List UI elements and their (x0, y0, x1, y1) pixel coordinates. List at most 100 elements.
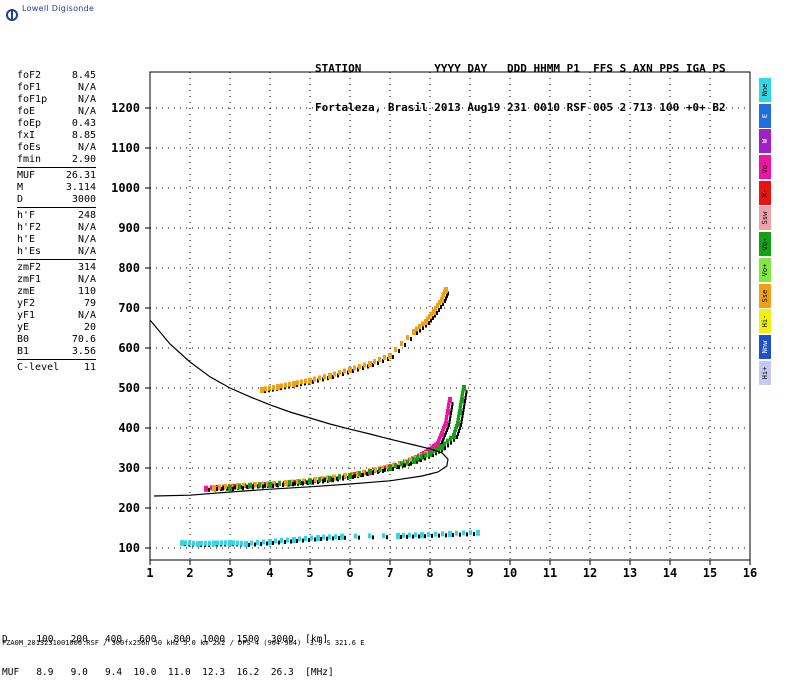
y-tick-label: 600 (118, 341, 140, 355)
echo-point-dark (460, 420, 463, 424)
echo-point (300, 379, 303, 385)
echo-point (250, 540, 253, 546)
echo-point (328, 373, 332, 379)
param-row: foF2 8.45 (0, 70, 100, 82)
echo-point (454, 427, 457, 432)
echo-point (292, 381, 296, 387)
echo-point-dark (442, 438, 444, 442)
y-tick-label: 200 (118, 501, 140, 515)
echo-point (276, 384, 280, 391)
echo-point-dark (442, 302, 444, 306)
legend-swatch: Sse (759, 283, 771, 308)
echo-point-dark (418, 534, 420, 539)
echo-point (378, 467, 381, 472)
echo-point (264, 386, 267, 392)
echo-trace (212, 451, 428, 491)
param-value: 314 (77, 262, 96, 273)
legend-swatch: Nne (759, 78, 771, 102)
echo-point-dark (354, 473, 356, 478)
echo-point (428, 451, 432, 457)
echo-point-dark (254, 542, 256, 547)
echo-point (358, 471, 361, 476)
echo-point (212, 540, 216, 547)
echo-point (268, 539, 272, 545)
echo-point-dark (264, 483, 266, 488)
echo-point (373, 359, 376, 364)
echo-point (437, 445, 440, 451)
param-value: 70.6 (71, 334, 96, 345)
echo-point-dark (342, 372, 344, 376)
param-value: 8.45 (71, 70, 96, 81)
echo-point-dark (456, 435, 458, 439)
x-tick-label: 16 (743, 566, 757, 580)
echo-point (228, 540, 232, 547)
echo-point-dark (272, 541, 274, 545)
param-row: C-level 11 (0, 362, 100, 374)
params-separator (0, 258, 100, 262)
echo-point-dark (445, 296, 447, 301)
x-tick-label: 3 (226, 566, 233, 580)
echo-point (313, 376, 316, 382)
echo-point (326, 475, 329, 481)
echo-point-dark (314, 537, 316, 542)
echo-point-dark (465, 393, 467, 397)
echo-point (322, 534, 325, 540)
echo-point (368, 361, 372, 367)
param-name: zmF2 (17, 262, 42, 273)
echo-point-dark (461, 417, 463, 421)
legend-swatch: Vo- (759, 232, 771, 257)
echo-point (394, 463, 397, 469)
echo-point-dark (432, 453, 434, 457)
echo-point-dark (404, 343, 406, 347)
echo-point (428, 314, 431, 319)
echo-point (288, 480, 291, 486)
echo-point (400, 341, 403, 346)
echo-point-dark (447, 443, 449, 448)
param-name: D (17, 194, 24, 205)
echo-point (242, 482, 245, 488)
echo-point-dark (444, 433, 446, 437)
echo-point-dark (462, 408, 465, 412)
echo-point-dark (446, 294, 448, 298)
x-tick-label: 7 (386, 566, 393, 580)
echo-trace (260, 287, 449, 393)
echo-point-dark (372, 535, 374, 540)
echo-point-dark (362, 366, 364, 370)
echo-point-dark (232, 487, 234, 491)
logo-text: Lowell Digisonde (22, 4, 95, 13)
echo-point (344, 472, 347, 478)
echo-point (453, 430, 456, 435)
echo-point-dark (425, 323, 427, 328)
param-row: zmF1 N/A (0, 274, 100, 286)
echo-point-dark (461, 414, 464, 418)
echo-point (362, 469, 365, 475)
param-value: N/A (77, 234, 96, 245)
echo-point (272, 481, 275, 486)
echo-point (320, 476, 323, 482)
y-tick-label: 1200 (111, 101, 140, 115)
echo-point-dark (292, 482, 294, 487)
echo-point-dark (428, 321, 430, 325)
echo-point (456, 418, 460, 423)
echo-point (274, 538, 277, 544)
echo-point (238, 484, 241, 490)
x-tick-label: 2 (186, 566, 193, 580)
param-row: yF1 N/A (0, 310, 100, 322)
echo-point (286, 537, 289, 543)
echo-point-dark (358, 535, 360, 540)
echo-point (236, 540, 239, 546)
x-tick-label: 12 (583, 566, 597, 580)
echo-point (278, 481, 281, 486)
param-row: MUF 26.31 (0, 170, 100, 182)
echo-point (447, 403, 450, 408)
param-row: M 3.114 (0, 182, 100, 194)
param-name: h'E (17, 234, 36, 245)
echo-point (308, 377, 312, 384)
echo-point-dark (208, 487, 210, 492)
echo-point (434, 306, 437, 311)
legend-swatch: Hi- (759, 309, 771, 334)
echo-point (412, 457, 416, 464)
x-tick-label: 11 (543, 566, 557, 580)
echo-point (420, 532, 424, 539)
param-name: yF1 (17, 310, 36, 321)
